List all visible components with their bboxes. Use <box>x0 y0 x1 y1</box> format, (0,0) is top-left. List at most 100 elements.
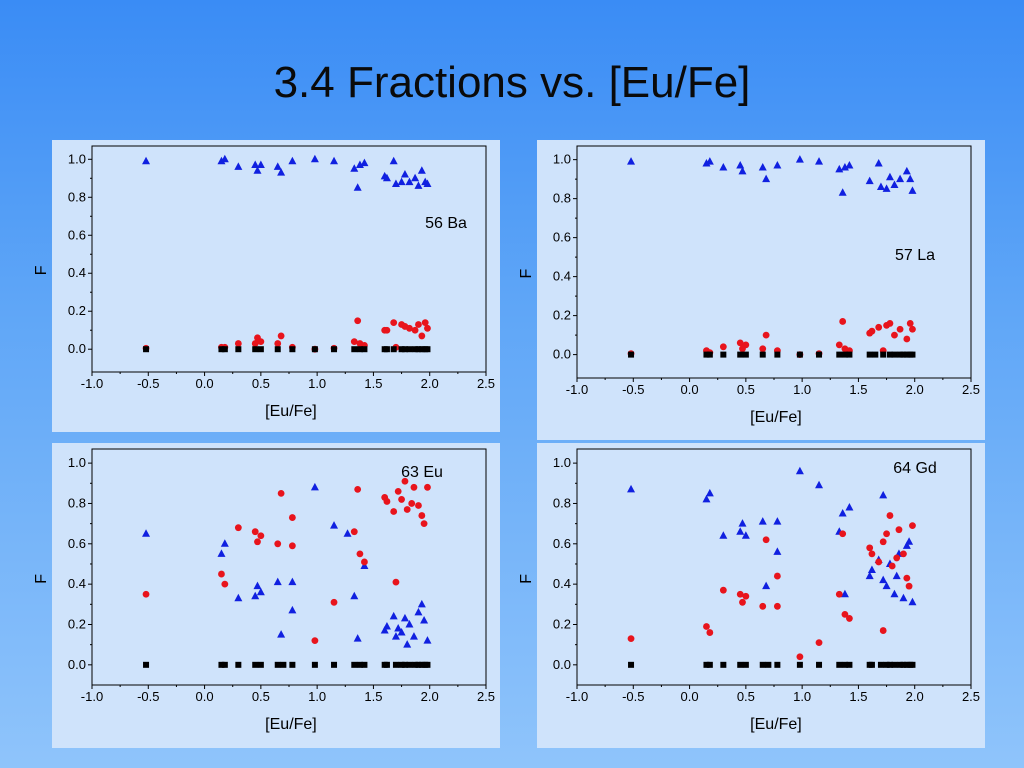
data-point-circle <box>390 508 398 515</box>
data-point-triangle <box>738 519 747 527</box>
x-tick-label: 0.0 <box>196 689 214 704</box>
data-point-triangle <box>815 157 824 165</box>
data-point-square <box>361 661 368 668</box>
data-point-triangle <box>234 593 243 602</box>
data-point-square <box>866 351 873 358</box>
data-point-circle <box>354 485 362 493</box>
data-point-square <box>280 661 287 668</box>
data-point-triangle <box>391 632 400 640</box>
x-tick-label: 2.0 <box>906 689 924 704</box>
data-point-circle <box>415 502 422 509</box>
data-point-square <box>886 351 893 358</box>
x-tick-label: -1.0 <box>81 376 103 391</box>
data-point-square <box>897 351 904 358</box>
data-point-circle <box>866 544 874 552</box>
data-point-triangle <box>251 160 260 168</box>
data-point-square <box>836 661 843 668</box>
data-point-triangle <box>838 509 847 517</box>
chart-panel-ba: -1.0 -0.5 0.0 0.5 1.0 1.5 2.0 2.5 0.0 0.2 0.4 0.6 0.… <box>33 140 500 432</box>
data-point-square <box>415 661 422 668</box>
y-tick-label: 1.0 <box>68 151 86 166</box>
data-point-triangle <box>414 181 423 189</box>
data-point-square <box>235 661 242 668</box>
data-point-circle <box>257 532 265 540</box>
data-point-square <box>909 661 916 668</box>
data-point-triangle <box>758 162 767 171</box>
y-tick-label: 0.6 <box>553 536 571 551</box>
data-point-square <box>796 351 803 358</box>
data-point-circle <box>392 578 400 586</box>
data-point-square <box>252 661 259 668</box>
data-point-square <box>903 661 910 668</box>
data-point-circle <box>410 483 418 491</box>
data-point-circle <box>142 590 150 598</box>
x-tick-label: 2.5 <box>477 376 495 391</box>
plot-frame <box>576 448 972 686</box>
y-tick-label: 0.8 <box>553 191 571 206</box>
data-point-triangle <box>741 531 750 539</box>
data-point-circle <box>719 586 727 594</box>
data-point-circle <box>875 323 883 331</box>
data-point-square <box>737 351 744 358</box>
data-point-circle <box>815 639 823 647</box>
data-point-square <box>706 351 713 358</box>
data-point-square <box>415 346 422 353</box>
data-point-triangle <box>400 169 409 178</box>
data-point-square <box>218 661 225 668</box>
x-tick-label: -1.0 <box>81 689 103 704</box>
data-point-circle <box>903 335 911 343</box>
chart-panel-la: -1.0 -0.5 0.0 0.5 1.0 1.5 2.0 2.5 0.0 0.2 0.4 0.6 0.… <box>518 140 985 440</box>
data-point-circle <box>408 500 416 507</box>
data-point-square <box>289 661 296 668</box>
x-tick-label: 1.5 <box>849 382 867 397</box>
x-tick-label: -0.5 <box>622 382 644 397</box>
data-point-triangle <box>896 174 905 183</box>
data-point-circle <box>424 324 431 332</box>
data-point-circle <box>742 341 750 349</box>
data-point-triangle <box>865 176 874 185</box>
data-point-square <box>143 346 150 353</box>
data-point-triangle <box>773 547 782 555</box>
data-point-circle <box>420 520 428 528</box>
data-point-triangle <box>795 466 804 475</box>
data-point-triangle <box>840 589 849 598</box>
data-point-square <box>909 351 916 358</box>
y-tick-label: 0.8 <box>68 189 86 204</box>
data-point-triangle <box>885 172 894 181</box>
data-point-triangle <box>330 521 339 529</box>
element-annotation: 56 Ba <box>425 215 467 232</box>
x-tick-label: 1.0 <box>308 376 326 391</box>
data-point-circle <box>274 540 282 548</box>
data-point-circle <box>418 332 426 340</box>
x-axis-label: [Eu/Fe] <box>265 716 317 733</box>
data-point-triangle <box>867 565 876 574</box>
data-point-triangle <box>411 173 420 182</box>
data-point-square <box>418 346 425 353</box>
data-point-triangle <box>288 156 297 165</box>
data-point-square <box>628 351 635 358</box>
y-tick-label: 0.4 <box>68 265 86 280</box>
data-point-square <box>398 661 405 668</box>
data-point-circle <box>356 550 364 558</box>
y-tick-label: 0.4 <box>68 576 86 591</box>
data-point-triangle <box>310 154 319 163</box>
data-point-circle <box>875 558 883 566</box>
data-point-triangle <box>423 179 432 187</box>
data-point-triangle <box>353 183 362 191</box>
data-point-triangle <box>902 166 911 175</box>
y-tick-label: 0.0 <box>553 657 571 672</box>
data-point-triangle <box>906 174 915 183</box>
x-tick-label: 1.0 <box>308 689 326 704</box>
data-point-square <box>900 351 907 358</box>
data-point-circle <box>796 653 804 661</box>
data-point-circle <box>893 554 901 562</box>
x-tick-label: 2.5 <box>962 689 980 704</box>
data-point-circle <box>886 512 894 519</box>
data-point-circle <box>839 530 847 538</box>
y-tick-label: 0.4 <box>553 576 571 591</box>
data-point-circle <box>896 325 904 333</box>
data-point-square <box>412 346 419 353</box>
data-point-triangle <box>288 605 297 614</box>
data-point-square <box>289 346 296 353</box>
data-point-triangle <box>391 179 400 187</box>
